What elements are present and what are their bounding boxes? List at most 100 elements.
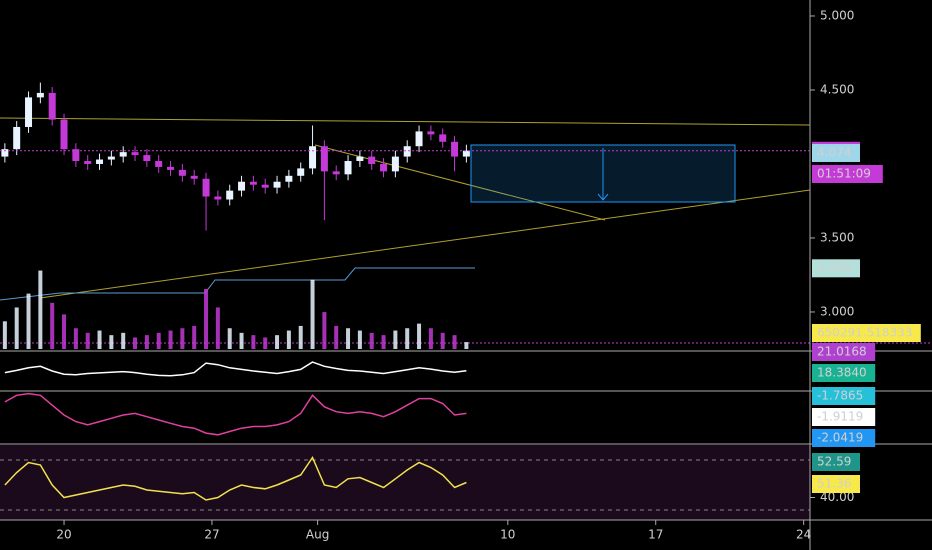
volume-bar xyxy=(393,330,398,349)
candle-body xyxy=(249,181,257,185)
arrow-head xyxy=(597,193,609,201)
candle-body xyxy=(60,119,68,150)
volume-bar xyxy=(62,314,67,349)
candle-body xyxy=(214,196,222,200)
volume-bar xyxy=(452,335,457,349)
candle-body xyxy=(415,131,423,147)
volume-bar xyxy=(263,337,268,349)
volume-bar xyxy=(50,302,55,349)
candle-body xyxy=(202,178,210,197)
candle-body xyxy=(238,181,246,191)
volume-bar xyxy=(109,335,114,349)
badge-label: -1.7865 xyxy=(817,389,863,403)
y-tick-label: 3.500 xyxy=(820,230,854,244)
candle-body xyxy=(178,169,186,176)
volume-bar xyxy=(464,342,469,349)
y-tick-label: 5.000 xyxy=(820,8,854,22)
x-tick-label: 10 xyxy=(500,528,515,542)
x-tick-label: 20 xyxy=(56,528,71,542)
y-tick-label: 4.500 xyxy=(820,82,854,96)
candle-body xyxy=(320,146,328,172)
volume-bar xyxy=(428,328,433,349)
price-badge xyxy=(812,453,860,471)
x-tick-label: 24 xyxy=(796,528,811,542)
candle-body xyxy=(344,161,352,175)
price-badge xyxy=(812,259,860,278)
price-badge xyxy=(812,324,921,342)
volume-bar xyxy=(26,293,31,349)
candle-body xyxy=(403,146,411,157)
candle-body xyxy=(309,146,317,169)
candle-body xyxy=(380,163,388,172)
candle-body xyxy=(1,149,9,157)
price-badge xyxy=(812,144,860,163)
volume-bar xyxy=(275,335,280,349)
price-badge xyxy=(812,343,876,361)
volume-bar xyxy=(286,330,291,349)
stop-line xyxy=(0,267,475,301)
volume-bar xyxy=(405,328,410,349)
price-badge xyxy=(812,364,876,382)
badge-label: 18.3840 xyxy=(817,366,867,380)
volume-bar xyxy=(144,335,149,349)
volume-bar xyxy=(14,307,19,349)
volume-bar xyxy=(204,289,209,349)
indicator-line xyxy=(4,455,467,501)
trend-line xyxy=(39,189,811,299)
trend-line xyxy=(0,117,811,126)
price-badge xyxy=(812,165,883,183)
volume-bar xyxy=(227,328,232,349)
candle-body xyxy=(356,156,364,162)
volume-bar xyxy=(334,325,339,349)
volume-bar xyxy=(85,332,90,349)
y-tick-label: 3.000 xyxy=(820,304,854,318)
badge-label: 3.295 xyxy=(817,261,851,275)
volume-bar xyxy=(2,321,7,349)
candle-body xyxy=(25,97,33,127)
badge-label: 650291.518333 xyxy=(817,326,912,340)
candle-body xyxy=(332,171,340,175)
volume-bar xyxy=(251,335,256,349)
volume-bar xyxy=(298,325,303,349)
candle-body xyxy=(84,161,92,164)
price-badge xyxy=(812,408,876,426)
candle-body xyxy=(297,168,305,176)
candle-body xyxy=(96,159,104,164)
volume-bar xyxy=(180,328,185,349)
candle-body xyxy=(107,156,115,160)
candle-body xyxy=(285,175,293,182)
badge-label: 4.074 xyxy=(817,146,851,160)
volume-bar xyxy=(121,332,126,349)
y-tick-label: 40.00 xyxy=(820,490,854,504)
badge-label: 51.36 xyxy=(817,477,851,491)
badge-label: 52.59 xyxy=(817,455,851,469)
candle-body xyxy=(368,156,376,164)
price-badge xyxy=(812,475,860,493)
x-tick-label: 17 xyxy=(648,528,663,542)
volume-bar xyxy=(133,337,138,349)
x-tick-label: 27 xyxy=(204,528,219,542)
candle-body xyxy=(143,155,151,162)
candle-body xyxy=(131,152,139,156)
candle-body xyxy=(462,150,470,157)
volume-bar xyxy=(192,325,197,349)
rsi-background xyxy=(0,445,810,520)
x-tick-label: Aug xyxy=(306,528,329,542)
candle-body xyxy=(48,92,56,120)
candle-body xyxy=(72,149,80,162)
candle-body xyxy=(439,134,447,142)
volume-bar xyxy=(346,328,351,349)
price-badge xyxy=(812,429,876,447)
volume-bar xyxy=(215,307,220,349)
badge-label: 01:51:09 xyxy=(817,167,871,181)
candle-body xyxy=(36,92,44,98)
badge-label: 21.0168 xyxy=(817,345,867,359)
volume-bar xyxy=(322,312,327,349)
volume-bar xyxy=(357,330,362,349)
volume-bar xyxy=(369,332,374,349)
volume-bar xyxy=(38,270,43,349)
badge-label: -2.0419 xyxy=(817,431,863,445)
candle-body xyxy=(190,175,198,179)
volume-bar xyxy=(417,323,422,349)
badge-label: -1.9119 xyxy=(817,410,863,424)
